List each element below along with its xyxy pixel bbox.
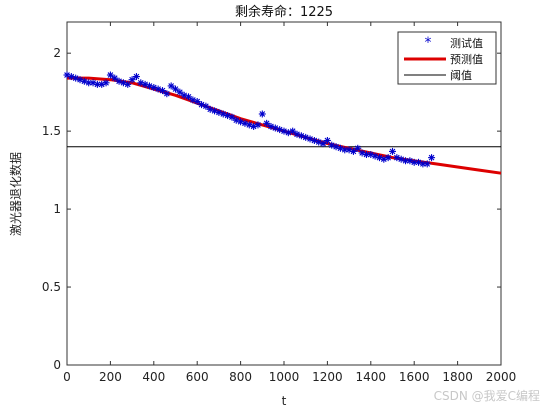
- y-tick-label: 1.5: [42, 124, 61, 138]
- test-point: [354, 144, 362, 152]
- test-point: [158, 87, 166, 95]
- test-point: [111, 74, 119, 82]
- test-point: [132, 73, 140, 81]
- test-point: [193, 98, 201, 106]
- x-tick-label: 1800: [442, 370, 473, 384]
- x-tick-label: 2000: [486, 370, 517, 384]
- x-tick-label: 0: [63, 370, 71, 384]
- test-point: [172, 85, 179, 93]
- test-point: [423, 160, 431, 168]
- x-tick-label: 1400: [356, 370, 387, 384]
- test-point: [389, 147, 396, 155]
- y-tick-label: 0.5: [42, 280, 61, 294]
- y-ticks: 0 0.5 1 1.5 2: [42, 46, 501, 372]
- test-point: [341, 146, 349, 154]
- x-tick-label: 800: [229, 370, 252, 384]
- y-tick-label: 1: [53, 202, 61, 216]
- test-points-layer: [63, 71, 436, 168]
- test-point: [163, 90, 171, 98]
- test-point: [349, 147, 357, 155]
- test-point: [289, 127, 297, 135]
- test-point: [106, 71, 114, 79]
- x-tick-label: 600: [186, 370, 209, 384]
- chart-title: 剩余寿命：1225: [235, 4, 333, 20]
- legend-label-predicted: 预测值: [450, 53, 483, 66]
- test-point: [254, 121, 262, 129]
- test-point: [202, 102, 210, 110]
- x-tick-label: 400: [142, 370, 165, 384]
- x-ticks: 0 200 400 600 800 1000 1200 1400 1600 1800 2000: [63, 22, 516, 384]
- test-point: [428, 154, 436, 162]
- test-point: [228, 113, 236, 121]
- test-point: [319, 140, 327, 148]
- test-point: [102, 79, 110, 87]
- test-point: [93, 80, 101, 88]
- x-tick-label: 1600: [399, 370, 430, 384]
- test-point: [258, 110, 266, 118]
- legend: * 测试值 预测值 阈值: [397, 31, 497, 85]
- test-point: [263, 119, 271, 127]
- legend-label-threshold: 阈值: [450, 68, 472, 82]
- y-axis-label: 激光器退化数据: [8, 152, 23, 236]
- x-tick-label: 200: [99, 370, 122, 384]
- legend-marker-test: *: [425, 35, 432, 51]
- test-point: [185, 93, 193, 101]
- test-point: [402, 157, 410, 165]
- test-point: [128, 76, 136, 84]
- x-axis-label: t: [282, 394, 287, 408]
- y-tick-label: 0: [53, 358, 61, 372]
- test-point: [384, 154, 392, 162]
- test-point: [72, 74, 80, 82]
- watermark: CSDN @我爱C编程: [434, 388, 540, 403]
- test-point: [176, 88, 184, 96]
- test-point: [323, 136, 331, 144]
- x-tick-label: 1000: [269, 370, 300, 384]
- y-tick-label: 2: [53, 46, 61, 60]
- legend-label-test: 测试值: [450, 37, 483, 50]
- x-tick-label: 1200: [312, 370, 343, 384]
- test-point: [167, 82, 175, 90]
- test-point: [124, 80, 132, 88]
